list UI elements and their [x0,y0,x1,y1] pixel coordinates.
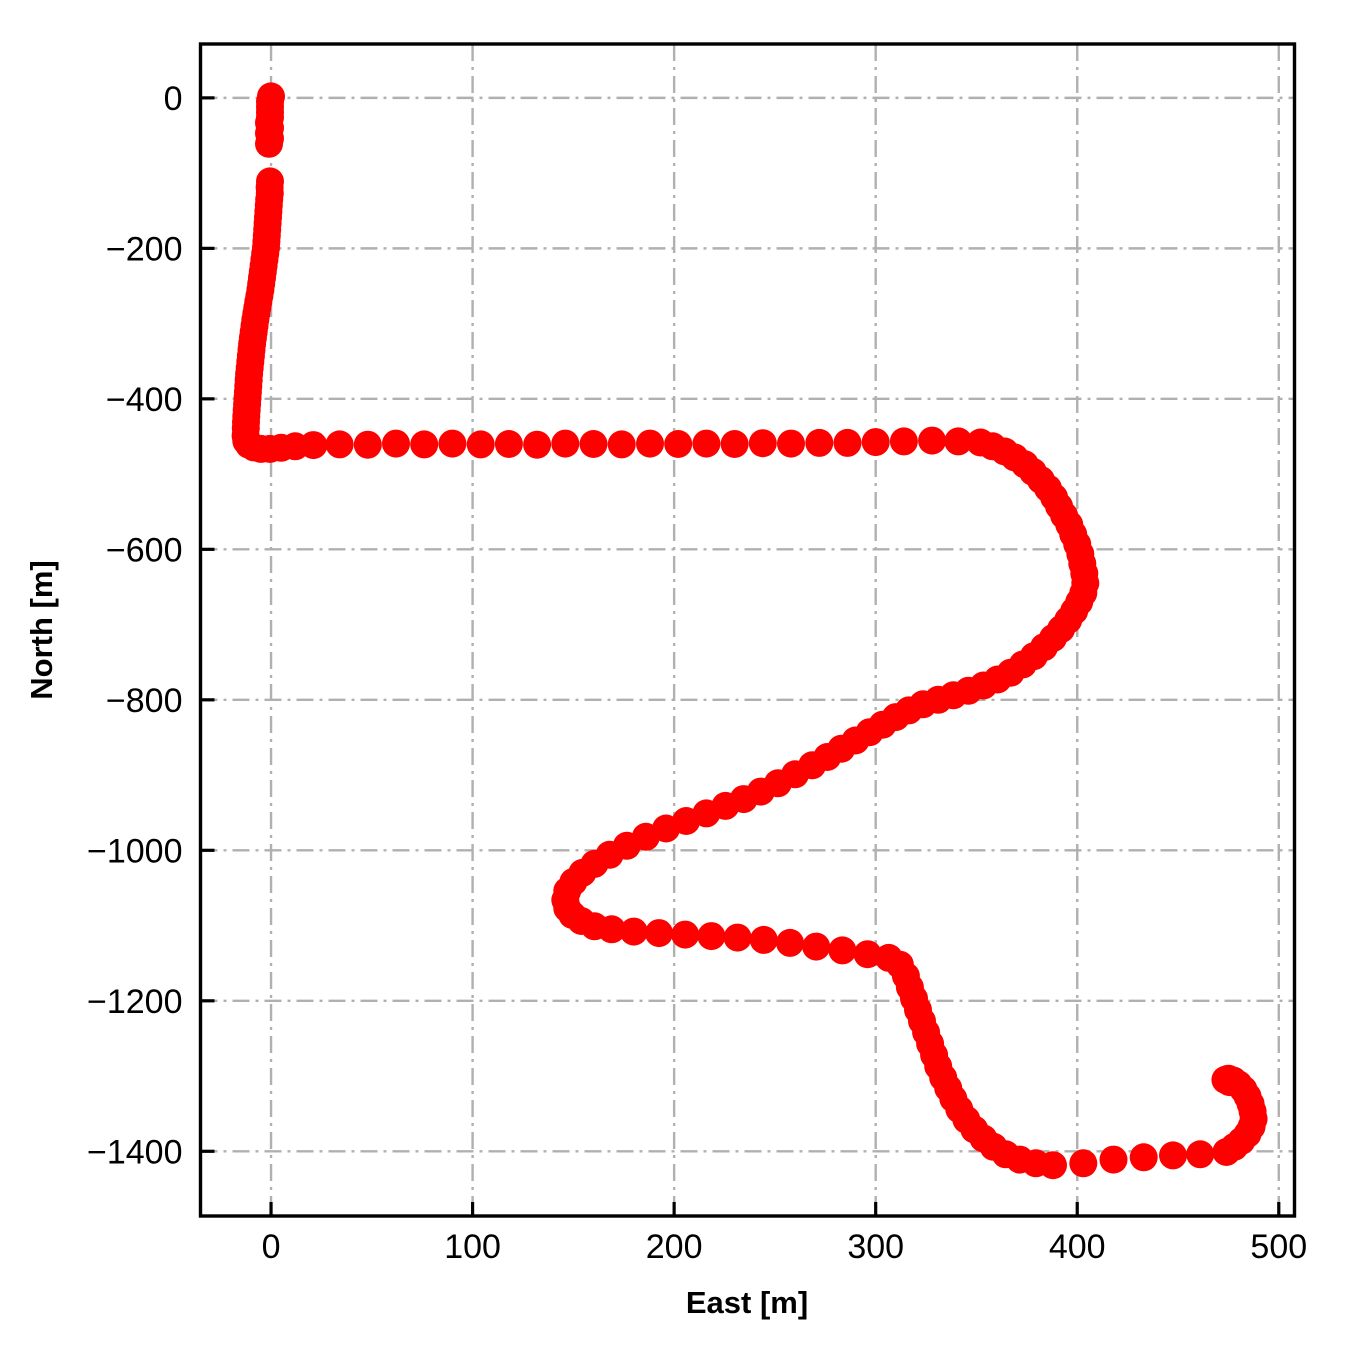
y-tick-label: 0 [164,80,183,118]
data-point [777,429,805,458]
data-point [1039,1151,1067,1180]
data-point [255,129,283,158]
data-point [828,936,857,965]
data-point [749,925,778,954]
tick-label-layer: 0 100 200 300 400 500 0 −200 −400 −600 −800 −1000 −1… [87,80,1307,1266]
plot-frame [198,42,1297,1218]
data-point [1099,1145,1128,1174]
data-point [1159,1141,1187,1170]
y-tick-label: −400 [106,381,183,419]
data-point [692,429,721,458]
data-point [802,932,831,961]
data-point [523,430,552,459]
data-point [853,940,882,969]
data-point [325,430,354,459]
data-point [720,430,749,458]
data-point [833,428,862,457]
y-tick-label: −1400 [87,1133,183,1171]
data-point [1186,1140,1215,1169]
tick-layer [200,96,1281,1216]
data-point [1215,1068,1244,1097]
data-point [776,928,804,957]
data-point [889,427,918,456]
data-point [944,427,973,456]
data-point [353,430,382,459]
x-tick-label: 300 [847,1228,904,1266]
scatter-points [231,82,1268,1180]
x-tick-label: 200 [646,1228,703,1266]
y-tick-label: −200 [106,230,183,268]
grid-layer [200,44,1295,1216]
data-point [1069,1149,1098,1178]
y-tick-label: −800 [106,682,183,720]
data-point [382,429,410,458]
data-point [597,915,626,944]
data-point [671,920,700,949]
y-tick-label: −600 [106,531,183,569]
data-point [466,430,495,459]
x-tick-label: 0 [262,1228,281,1266]
data-point [805,428,834,457]
data-point [645,919,673,948]
data-point [636,429,664,458]
data-point [619,917,648,946]
axes-spines [198,42,1297,1218]
data-point [551,429,580,458]
data-point [1129,1143,1158,1172]
data-point [438,429,467,458]
data-point [494,430,523,458]
data-point [607,430,636,459]
x-tick-label: 500 [1250,1228,1307,1266]
data-point [299,431,328,460]
data-point [723,923,752,952]
data-point [664,430,693,458]
data-point [579,430,608,458]
data-point [861,428,890,457]
y-axis-label: North [m] [24,560,59,699]
data-point [918,426,947,455]
y-tick-label: −1000 [87,832,183,870]
x-tick-label: 100 [444,1228,501,1266]
data-point [410,430,439,459]
x-tick-label: 400 [1049,1228,1106,1266]
data-point [697,922,726,951]
x-axis-label: East [m] [686,1285,808,1320]
y-tick-label: −1200 [87,983,183,1021]
data-point [748,429,777,458]
